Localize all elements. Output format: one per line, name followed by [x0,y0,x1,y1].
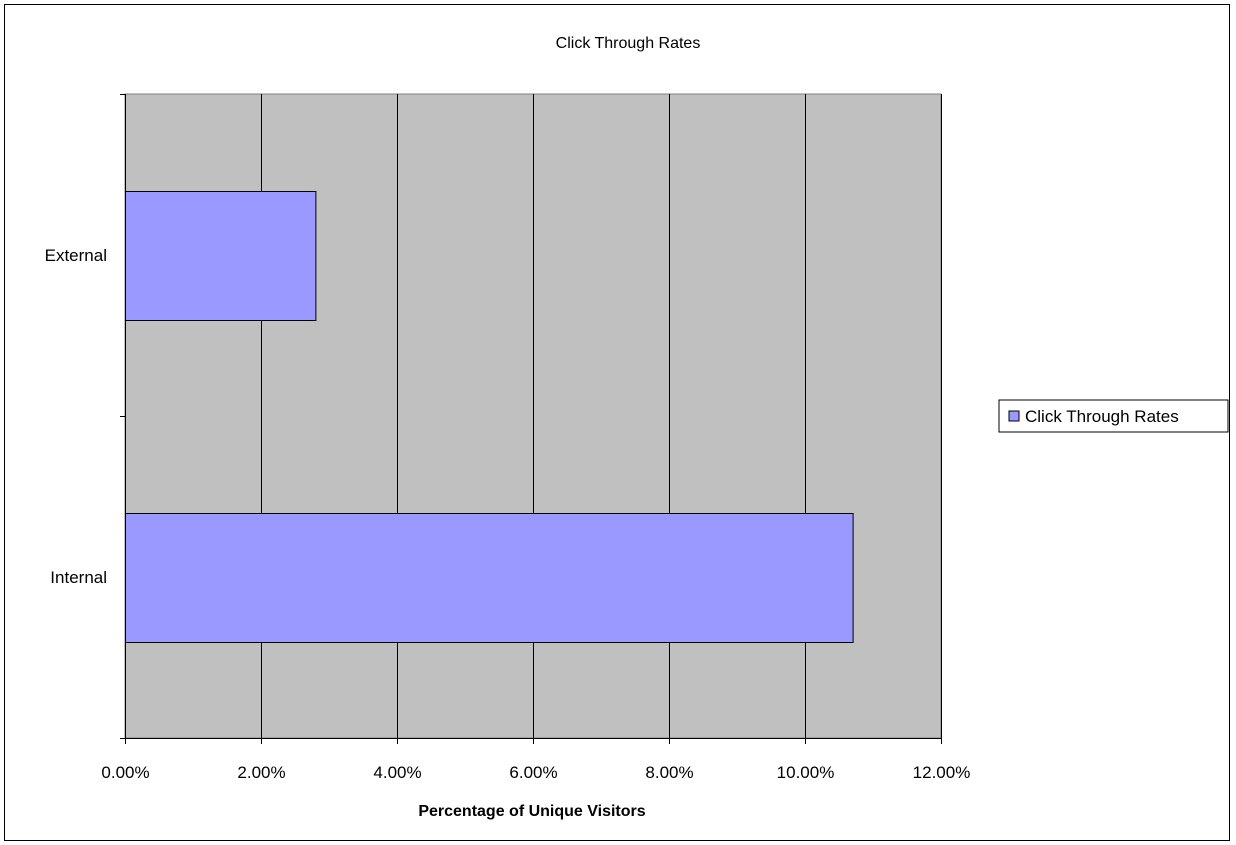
x-tick-label: 8.00% [645,763,693,782]
legend: Click Through Rates [998,399,1229,433]
x-axis-title: Percentage of Unique Visitors [418,803,645,820]
bars [125,191,854,643]
category-label-external: External [45,246,107,265]
chart-title: Click Through Rates [556,35,701,52]
x-tick-label: 4.00% [373,763,421,782]
x-tick-label: 2.00% [237,763,285,782]
legend-swatch [1008,410,1020,422]
axes: Internal External 0.00% 2.00% 4.00% 6.00% 8.00… [45,94,971,782]
x-tick-label: 12.00% [913,763,971,782]
x-tick-label: 10.00% [777,763,835,782]
bar-internal [125,513,854,643]
legend-box [998,399,1229,433]
x-tick-label: 6.00% [509,763,557,782]
legend-entry-label: Click Through Rates [1025,407,1179,426]
bar-external [125,191,317,321]
x-tick-label: 0.00% [101,763,149,782]
category-label-internal: Internal [50,568,107,587]
